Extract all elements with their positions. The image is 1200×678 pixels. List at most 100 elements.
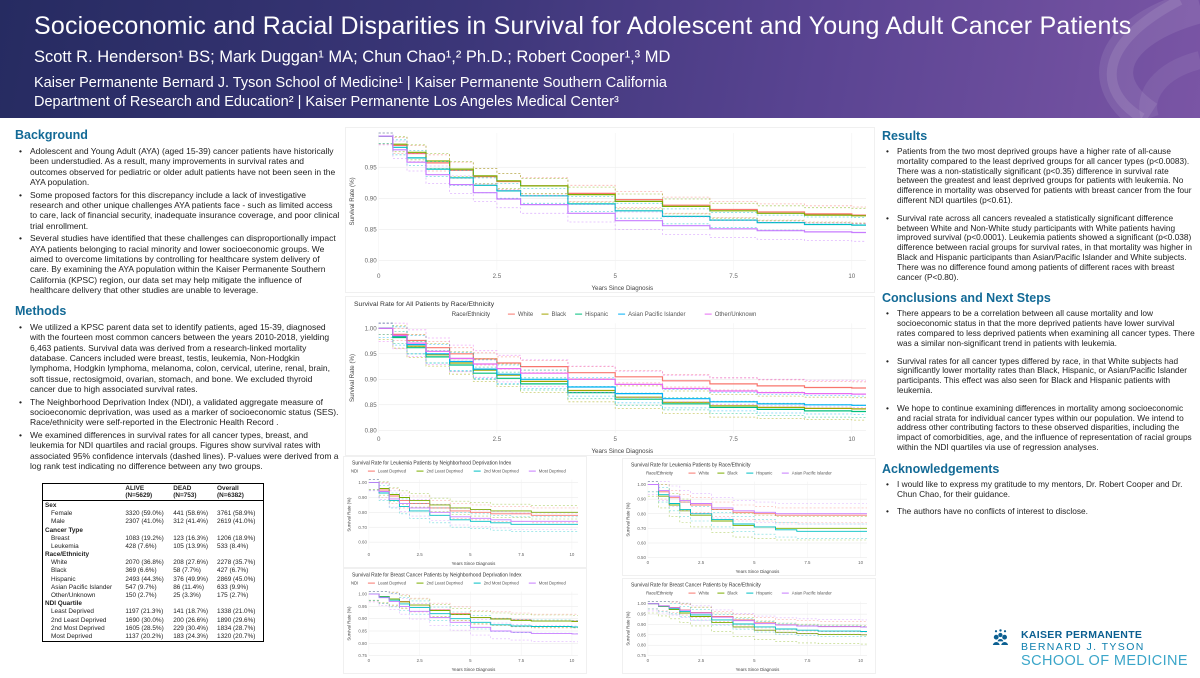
svg-text:Black: Black xyxy=(727,471,738,476)
bullet-item: Several studies have identified that the… xyxy=(19,233,340,295)
svg-text:2.5: 2.5 xyxy=(698,658,705,663)
svg-text:0.75: 0.75 xyxy=(637,653,646,658)
svg-text:7.5: 7.5 xyxy=(729,436,738,443)
svg-text:0.60: 0.60 xyxy=(358,540,367,545)
row-value: 1320 (20.7%) xyxy=(217,632,256,640)
survival-curve-plot: Survival Rate for All Patients by Race/E… xyxy=(349,301,866,455)
svg-text:10: 10 xyxy=(848,436,855,443)
methods-heading: Methods xyxy=(15,303,67,318)
svg-text:0.80: 0.80 xyxy=(365,258,378,265)
table-section-row: NDI Quartile xyxy=(45,600,82,608)
svg-text:7.5: 7.5 xyxy=(729,273,738,280)
row-value: 86 (11.4%) xyxy=(173,583,204,591)
svg-text:7.5: 7.5 xyxy=(518,552,525,557)
svg-text:Hispanic: Hispanic xyxy=(585,312,608,318)
svg-text:5: 5 xyxy=(613,273,617,280)
row-value: 2070 (36.8%) xyxy=(125,559,164,567)
svg-text:2.5: 2.5 xyxy=(698,560,705,565)
poster-affiliations: Kaiser Permanente Bernard J. Tyson Schoo… xyxy=(34,74,667,112)
bullet-item: Some proposed factors for this discrepan… xyxy=(19,190,340,232)
row-label: Male xyxy=(51,518,65,526)
row-label: Other/Unknown xyxy=(51,592,96,600)
row-label: 2nd Most Deprived xyxy=(51,624,105,632)
svg-text:Black: Black xyxy=(552,312,568,318)
survival-curve-plot: Survival Rate for Leukemia Patients by N… xyxy=(346,460,578,566)
survival-chart-breast-ndi: Survival Rate for Breast Cancer Patients… xyxy=(343,568,587,674)
conclusions-heading: Conclusions and Next Steps xyxy=(882,291,1051,306)
svg-text:Asian Pacific Islander: Asian Pacific Islander xyxy=(628,312,685,318)
poster-title: Socioeconomic and Racial Disparities in … xyxy=(34,12,1132,40)
svg-text:Years Since Diagnosis: Years Since Diagnosis xyxy=(736,569,781,574)
table-row: Hispanic 2493 (44.3%) 376 (49.9%) 2869 (45.… xyxy=(43,575,264,583)
table-section-row: Sex xyxy=(45,501,57,509)
poster-authors: Scott R. Henderson¹ BS; Mark Duggan¹ MA;… xyxy=(34,48,671,66)
row-value: 633 (9.9%) xyxy=(217,583,249,591)
survival-curve-plot: 0.80 0.85 0.90 0.95 0 2.5 5 7.5 10 Survival Rate … xyxy=(349,132,866,292)
row-value: 547 (9.7%) xyxy=(125,583,157,591)
row-value: 1890 (29.6%) xyxy=(217,616,256,624)
svg-text:5: 5 xyxy=(613,436,617,443)
svg-text:Survival Rate for All Patients: Survival Rate for All Patients by Race/E… xyxy=(354,301,495,308)
svg-text:Hispanic: Hispanic xyxy=(756,591,772,596)
bullet-item: Patients from the two most deprived grou… xyxy=(886,146,1195,206)
survival-curve-plot: Survival Rate for Breast Cancer Patients… xyxy=(625,582,867,672)
table-row: Leukemia 428 (7.6%) 105 (13.9%) 533 (8.4%) xyxy=(43,542,264,550)
svg-text:10: 10 xyxy=(848,273,855,280)
svg-text:Survival Rate for Leukemia Pat: Survival Rate for Leukemia Patients by R… xyxy=(631,462,751,468)
row-value: 175 (2.7%) xyxy=(217,592,249,600)
row-label: Female xyxy=(51,510,73,518)
svg-text:Survival Rate for Breast Cance: Survival Rate for Breast Cancer Patients… xyxy=(352,572,522,578)
svg-text:Black: Black xyxy=(727,591,738,596)
bullet-item: We utilized a KPSC parent data set to id… xyxy=(19,322,340,395)
row-label: White xyxy=(51,559,68,567)
svg-text:0.85: 0.85 xyxy=(637,632,646,637)
survival-chart-leukemia-race: Survival Rate for Leukemia Patients by R… xyxy=(622,458,876,576)
svg-text:2.5: 2.5 xyxy=(417,658,424,663)
svg-text:0.50: 0.50 xyxy=(637,555,646,560)
row-value: 229 (30.4%) xyxy=(173,624,209,632)
table-row: 2nd Least Deprived 1690 (30.0%) 200 (26.6%… xyxy=(43,616,264,624)
row-value: 2278 (35.7%) xyxy=(217,559,256,567)
bullet-item: The Neighborhood Deprivation Index (NDI)… xyxy=(19,397,340,428)
table-column-header: DEAD (N=753) xyxy=(171,483,216,502)
svg-text:0.85: 0.85 xyxy=(358,629,367,634)
svg-text:White: White xyxy=(518,312,534,318)
results-bullets: Patients from the two most deprived grou… xyxy=(882,146,1195,282)
row-value: 428 (7.6%) xyxy=(125,542,157,550)
svg-text:White: White xyxy=(699,471,710,476)
row-value: 1137 (20.2%) xyxy=(125,632,164,640)
right-column: Results Patients from the two most depri… xyxy=(882,120,1195,525)
row-label: Least Deprived xyxy=(51,608,94,616)
svg-text:Most Deprived: Most Deprived xyxy=(539,469,567,474)
svg-text:0.85: 0.85 xyxy=(365,402,378,409)
row-label: Most Deprived xyxy=(51,632,93,640)
svg-text:0: 0 xyxy=(647,658,650,663)
svg-text:2.5: 2.5 xyxy=(417,552,424,557)
bullet-item: We examined differences in survival rate… xyxy=(19,430,340,472)
svg-text:Hispanic: Hispanic xyxy=(756,471,772,476)
svg-text:0.80: 0.80 xyxy=(637,511,646,516)
row-value: 376 (49.9%) xyxy=(173,575,209,583)
row-value: 1083 (19.2%) xyxy=(125,534,164,542)
svg-text:1.00: 1.00 xyxy=(637,601,646,606)
svg-text:10: 10 xyxy=(858,560,863,565)
row-value: 533 (8.4%) xyxy=(217,542,249,550)
svg-text:0.90: 0.90 xyxy=(365,196,378,203)
svg-text:2.5: 2.5 xyxy=(493,436,502,443)
row-value: 1206 (18.9%) xyxy=(217,534,256,542)
affiliation-line-1: Kaiser Permanente Bernard J. Tyson Schoo… xyxy=(34,75,667,91)
row-value: 1338 (21.0%) xyxy=(217,608,256,616)
table-row: Male 2307 (41.0%) 312 (41.4%) 2619 (41.0%) xyxy=(43,518,264,526)
row-value: 141 (18.7%) xyxy=(173,608,209,616)
poster-header: Socioeconomic and Racial Disparities in … xyxy=(0,0,1200,118)
table-column-header: ALIVE (N=5629) xyxy=(123,483,172,502)
logo-line-kaiser-permanente: KAISER PERMANENTE xyxy=(1021,629,1143,641)
svg-text:0.95: 0.95 xyxy=(358,604,367,609)
svg-text:0.90: 0.90 xyxy=(358,616,367,621)
row-value: 58 (7.7%) xyxy=(173,567,201,575)
row-value: 427 (6.7%) xyxy=(217,567,249,575)
table-row: Most Deprived 1137 (20.2%) 183 (24.3%) 1320… xyxy=(43,632,264,641)
row-value: 2869 (45.0%) xyxy=(217,575,256,583)
svg-text:Survival Rate (%): Survival Rate (%) xyxy=(346,497,351,532)
survival-chart-leukemia-ndi: Survival Rate for Leukemia Patients by N… xyxy=(343,456,587,568)
